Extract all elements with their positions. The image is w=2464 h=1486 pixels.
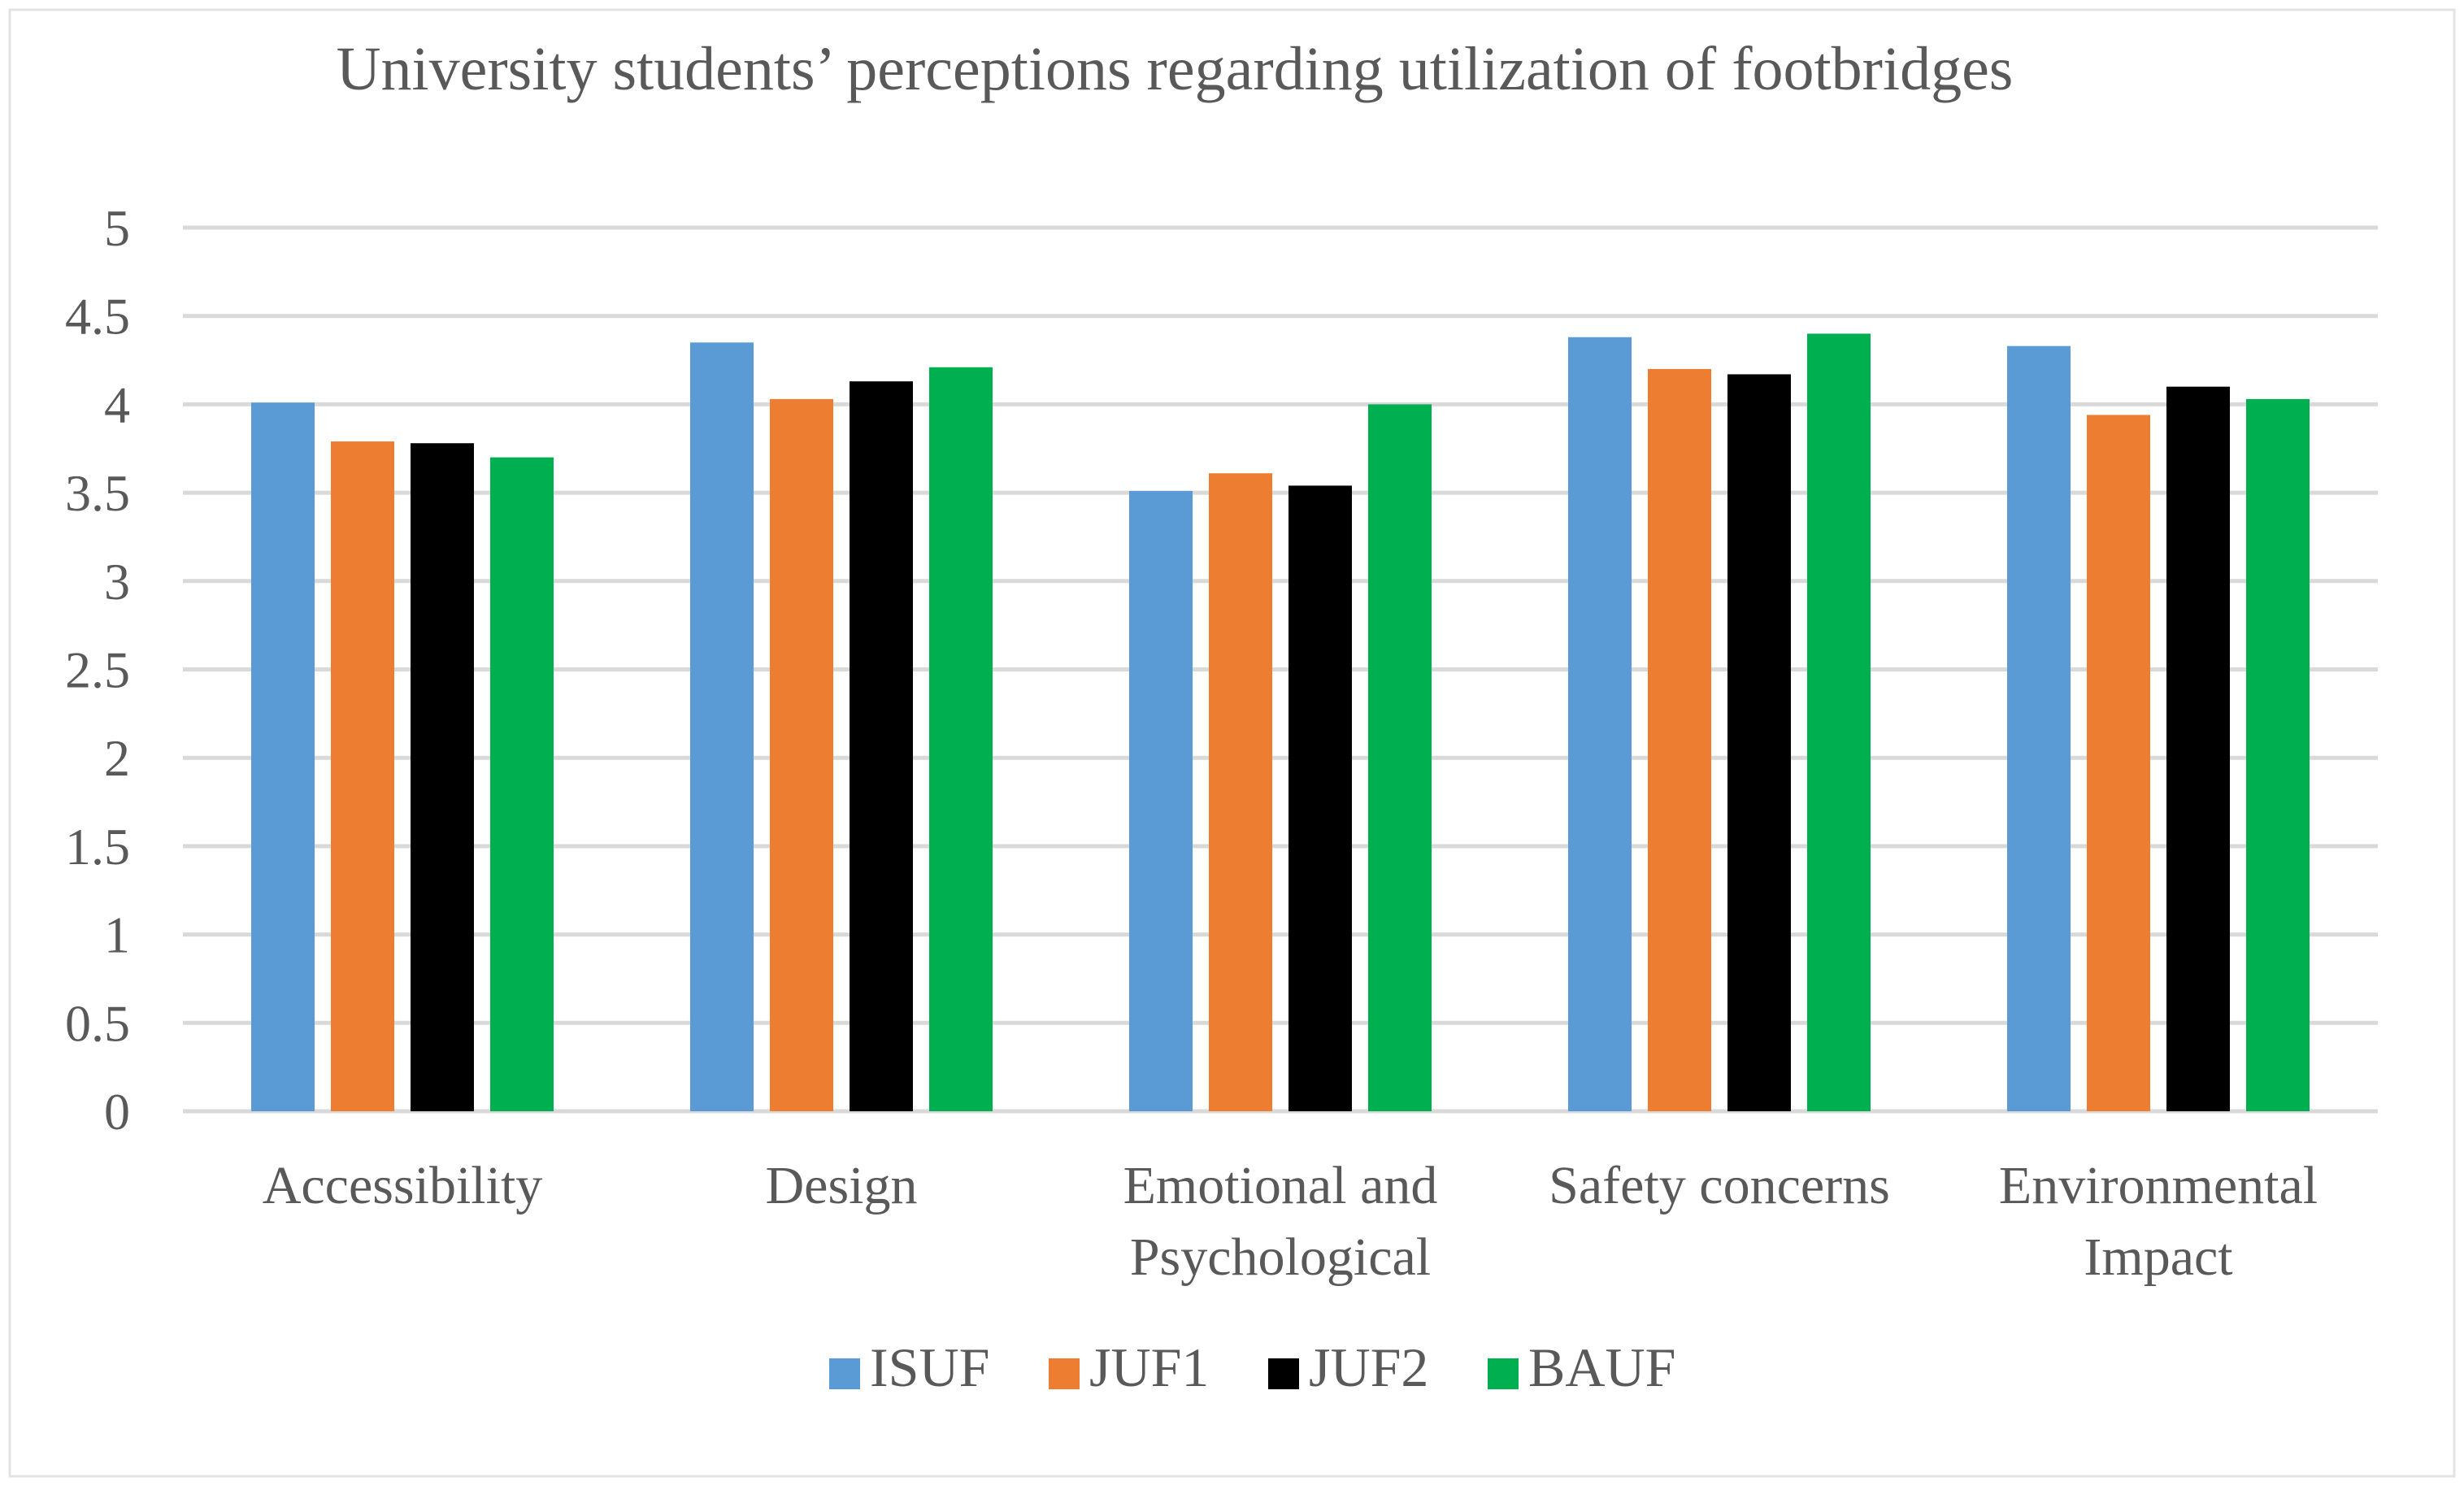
x-category-label: Impact bbox=[2084, 1227, 2232, 1287]
x-category-label: Psychological bbox=[1130, 1227, 1431, 1287]
legend-swatch-isuf bbox=[829, 1358, 860, 1389]
y-tick-label: 3 bbox=[104, 553, 130, 610]
bar-isuf-1 bbox=[690, 342, 754, 1111]
bar-bauf-1 bbox=[929, 367, 993, 1112]
legend-label-bauf: BAUF bbox=[1528, 1336, 1675, 1398]
x-category-label: Emotional and bbox=[1123, 1156, 1438, 1215]
legend: ISUF JUF1 JUF2 BAUF bbox=[829, 1336, 1675, 1398]
bar-isuf-2 bbox=[1129, 490, 1193, 1111]
x-category-label: Safety concerns bbox=[1549, 1156, 1890, 1215]
y-tick-label: 3.5 bbox=[65, 464, 130, 522]
y-tick-label: 2.5 bbox=[65, 641, 130, 699]
bars bbox=[251, 333, 2310, 1112]
y-tick-label: 1.5 bbox=[65, 818, 130, 876]
x-category-label: Design bbox=[766, 1156, 918, 1215]
chart-title: University students’ perceptions regardi… bbox=[337, 35, 2014, 103]
y-tick-label: 0 bbox=[104, 1083, 130, 1141]
bar-juf2-0 bbox=[411, 443, 474, 1111]
bar-isuf-3 bbox=[1568, 337, 1632, 1112]
bar-juf2-2 bbox=[1288, 485, 1352, 1111]
bar-juf2-1 bbox=[850, 381, 913, 1111]
x-category-label: Accessibility bbox=[263, 1156, 543, 1215]
bar-juf2-4 bbox=[2166, 386, 2230, 1111]
bar-bauf-2 bbox=[1368, 404, 1432, 1111]
bar-isuf-4 bbox=[2007, 345, 2071, 1112]
y-axis-ticks: 0 0.5 1 1.5 2 2.5 3 3.5 4 4.5 5 bbox=[65, 199, 130, 1141]
y-tick-label: 4.5 bbox=[65, 288, 130, 345]
legend-label-isuf: ISUF bbox=[870, 1336, 989, 1398]
bar-juf1-1 bbox=[770, 398, 833, 1111]
bar-bauf-3 bbox=[1807, 333, 1871, 1111]
bar-juf1-3 bbox=[1648, 368, 1711, 1111]
bar-isuf-0 bbox=[251, 402, 315, 1111]
legend-swatch-juf2 bbox=[1268, 1358, 1299, 1389]
y-tick-label: 1 bbox=[104, 906, 130, 964]
y-tick-label: 5 bbox=[104, 199, 130, 257]
y-tick-label: 4 bbox=[104, 376, 130, 433]
bar-bauf-0 bbox=[490, 457, 554, 1111]
bar-juf1-4 bbox=[2087, 415, 2150, 1112]
bar-juf2-3 bbox=[1727, 374, 1791, 1111]
legend-swatch-juf1 bbox=[1049, 1358, 1080, 1389]
legend-label-juf1: JUF1 bbox=[1089, 1336, 1209, 1398]
bar-juf1-0 bbox=[331, 441, 394, 1111]
bar-bauf-4 bbox=[2246, 398, 2310, 1111]
legend-label-juf2: JUF2 bbox=[1309, 1336, 1428, 1398]
bar-juf1-2 bbox=[1209, 473, 1272, 1111]
x-category-label: Environmental bbox=[1999, 1156, 2318, 1215]
legend-swatch-bauf bbox=[1488, 1358, 1519, 1389]
y-tick-label: 2 bbox=[104, 729, 130, 787]
x-axis-categories: Accessibility Design Emotional and Psycholo… bbox=[263, 1156, 2318, 1287]
y-tick-label: 0.5 bbox=[65, 994, 130, 1052]
